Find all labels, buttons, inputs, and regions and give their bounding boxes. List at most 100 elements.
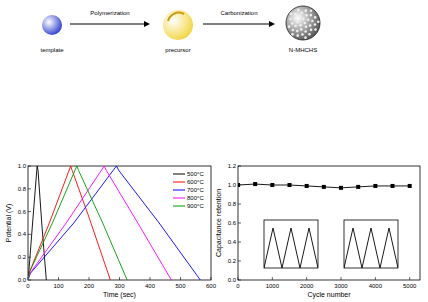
plot-area xyxy=(238,182,412,190)
pore xyxy=(300,28,303,31)
pore xyxy=(304,9,307,12)
pore xyxy=(296,34,299,37)
marker xyxy=(288,183,292,187)
legend-label: 800°C xyxy=(187,195,204,201)
marker xyxy=(408,184,412,188)
pore xyxy=(311,20,314,23)
pore xyxy=(304,22,307,25)
sphere xyxy=(286,6,320,40)
legend-label: 700°C xyxy=(187,187,204,193)
pore xyxy=(309,24,312,27)
y-tick-label: 0.4 xyxy=(18,231,27,237)
x-tick xyxy=(375,277,376,280)
pore xyxy=(305,26,308,29)
shell-cut xyxy=(168,13,184,21)
y-axis-label: Capacitance retention xyxy=(215,189,223,257)
x-tick xyxy=(211,277,212,280)
pore xyxy=(308,33,311,36)
x-tick-label: 300 xyxy=(114,283,125,289)
chart xyxy=(264,220,318,268)
pore xyxy=(296,30,299,33)
marker xyxy=(305,184,309,188)
x-tick xyxy=(119,277,120,280)
node-label: precursor xyxy=(165,47,190,53)
marker xyxy=(356,185,360,189)
x-tick xyxy=(58,277,59,280)
y-tick-label: 0.2 xyxy=(228,258,237,264)
pore xyxy=(291,22,294,25)
y-tick-label: 0.0 xyxy=(228,277,237,283)
y-axis-label: Potential (V) xyxy=(5,204,13,243)
node-label: template xyxy=(40,47,64,53)
marker xyxy=(339,186,343,190)
y-tick xyxy=(238,204,241,205)
x-tick-label: 5000 xyxy=(403,283,417,289)
pore xyxy=(317,20,320,23)
x-tick-label: 4000 xyxy=(369,283,383,289)
pore xyxy=(310,9,313,12)
pore xyxy=(314,16,317,19)
x-tick-label: 500 xyxy=(175,283,186,289)
pore xyxy=(299,24,302,27)
chart: 01002003004005006000.00.20.40.60.81.0Tim… xyxy=(5,163,217,299)
figure: template precursor N-MHCHS Polymerization Ca… xyxy=(0,0,428,302)
y-tick xyxy=(28,211,31,212)
pore xyxy=(291,33,294,36)
frame xyxy=(264,220,318,268)
chart xyxy=(344,220,398,268)
arrow-line xyxy=(70,24,145,25)
x-tick xyxy=(238,277,239,280)
x-axis-label: Time (sec) xyxy=(103,291,136,299)
legend-swatch xyxy=(173,182,185,183)
legend-box xyxy=(171,170,209,213)
pore xyxy=(307,18,310,21)
series-line xyxy=(28,166,171,280)
y-tick-label: 1.0 xyxy=(228,182,237,188)
pore xyxy=(304,30,307,33)
y-tick-label: 0.8 xyxy=(18,186,27,192)
marker xyxy=(391,184,395,188)
marker xyxy=(238,183,240,187)
y-tick-label: 1.2 xyxy=(228,163,237,169)
frame xyxy=(238,166,420,280)
x-tick-label: 600 xyxy=(206,283,217,289)
arrow-head xyxy=(144,21,150,27)
y-tick-label: 0.2 xyxy=(18,254,27,260)
arrow-label: Polymerization xyxy=(90,10,129,16)
y-tick xyxy=(238,261,241,262)
x-tick-label: 200 xyxy=(84,283,95,289)
y-tick xyxy=(238,166,241,167)
pore xyxy=(290,12,293,15)
y-tick xyxy=(28,188,31,189)
frame xyxy=(28,166,211,280)
x-tick xyxy=(180,277,181,280)
pore xyxy=(301,33,304,36)
x-axis-label: Cycle number xyxy=(307,291,351,299)
arrow-head xyxy=(269,21,275,27)
legend-swatch xyxy=(173,206,185,207)
y-tick xyxy=(28,166,31,167)
x-tick xyxy=(409,277,410,280)
pore xyxy=(310,14,313,17)
pore xyxy=(297,9,300,12)
arrow-label: Carbonization xyxy=(220,10,257,16)
marker xyxy=(322,185,326,189)
pore xyxy=(310,29,313,32)
y-tick xyxy=(238,223,241,224)
y-tick xyxy=(238,242,241,243)
x-tick xyxy=(272,277,273,280)
plot-area xyxy=(344,228,398,268)
pore xyxy=(294,25,297,28)
chart: 0100020003000400050000.00.20.40.60.81.01… xyxy=(215,163,420,299)
node-label: N-MHCHS xyxy=(289,47,317,53)
pore xyxy=(305,14,308,17)
legend-label: 500°C xyxy=(187,171,204,177)
x-tick-label: 100 xyxy=(53,283,64,289)
pore xyxy=(304,36,307,39)
x-tick-label: 0 xyxy=(236,283,240,289)
pore xyxy=(292,29,295,32)
y-tick-label: 0.4 xyxy=(228,239,237,245)
legend-swatch xyxy=(173,190,185,191)
x-tick-label: 400 xyxy=(145,283,156,289)
x-tick-label: 2000 xyxy=(300,283,314,289)
